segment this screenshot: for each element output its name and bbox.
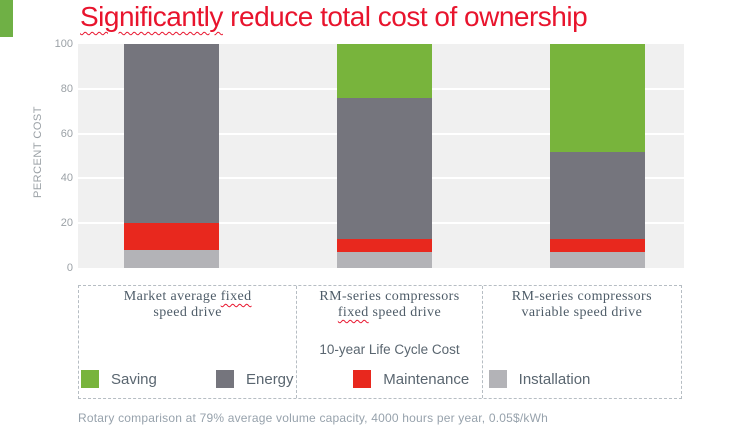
- category-label-market-average: Market average fixed speed drive: [79, 289, 296, 321]
- legend-label-maintenance: Maintenance: [383, 370, 470, 388]
- bar-segment-installation: [337, 252, 432, 268]
- bar-segment-maintenance: [550, 238, 645, 253]
- corner-accent-bar: [0, 0, 13, 37]
- category-cell-3: RM-series compressors variable speed driv…: [483, 286, 681, 398]
- text-run: reduce total cost of ownership: [222, 1, 588, 32]
- maintenance-swatch-icon: [353, 370, 372, 388]
- legend-label-energy: Energy: [246, 370, 294, 388]
- bar-segment-installation: [124, 250, 219, 268]
- text-run: speed drive: [368, 305, 442, 320]
- installation-swatch-icon: [488, 370, 507, 388]
- bar-segment-saving: [550, 44, 645, 152]
- legend-item-maintenance: Maintenance: [353, 370, 469, 388]
- legend-label-saving: Saving: [111, 370, 157, 388]
- text-run: variable speed drive: [521, 305, 643, 320]
- legend-item-installation: Installation: [488, 370, 591, 388]
- category-label-rm-variable: RM-series compressors variable speed driv…: [483, 289, 681, 321]
- bar-segment-energy: [337, 97, 432, 239]
- stacked-bar: [337, 44, 432, 268]
- legend-item-saving: Saving: [81, 370, 157, 388]
- text-run: RM-series compressors: [319, 289, 460, 304]
- text-run: RM-series compressors: [511, 289, 652, 304]
- category-legend-box: Market average fixed speed drive Saving E…: [78, 285, 682, 399]
- bar-segment-installation: [550, 252, 645, 268]
- legend-item-energy: Energy: [216, 370, 294, 388]
- saving-swatch-icon: [81, 370, 99, 388]
- category-cell-1: Market average fixed speed drive Saving E…: [79, 286, 298, 398]
- text-run: Market average: [123, 289, 221, 304]
- spellcheck-squiggle-word: Significantly: [80, 1, 223, 32]
- bar-segment-maintenance: [337, 238, 432, 253]
- bar-segment-maintenance: [124, 223, 219, 251]
- energy-swatch-icon: [216, 370, 234, 388]
- spellcheck-squiggle-word: fixed: [337, 305, 369, 320]
- category-cell-2: RM-series compressors fixed speed drive 1…: [297, 286, 483, 398]
- y-tick-label: 0: [66, 262, 73, 274]
- life-cycle-cost-note: 10-year Life Cycle Cost: [319, 342, 460, 357]
- bar-segment-energy: [124, 44, 219, 224]
- legend-label-installation: Installation: [518, 370, 591, 388]
- y-axis-label: PERCENT COST: [32, 106, 44, 198]
- page-title: Significantly reduce total cost of owner…: [80, 1, 588, 33]
- plot-area: [78, 44, 684, 268]
- bar-segment-saving: [337, 44, 432, 98]
- y-tick-label: 20: [60, 217, 73, 230]
- stacked-bar: [124, 44, 219, 268]
- text-run: speed drive: [153, 305, 222, 320]
- bar-segment-energy: [550, 151, 645, 239]
- y-tick-label: 60: [60, 127, 73, 140]
- footnote: Rotary comparison at 79% average volume …: [78, 411, 549, 425]
- y-tick-label: 100: [54, 38, 73, 50]
- stacked-bar: [550, 44, 645, 268]
- y-tick-label: 80: [60, 82, 73, 95]
- y-tick-label: 40: [60, 172, 73, 185]
- spellcheck-squiggle-word: fixed: [220, 289, 252, 304]
- category-label-rm-fixed: RM-series compressors fixed speed drive: [297, 289, 481, 321]
